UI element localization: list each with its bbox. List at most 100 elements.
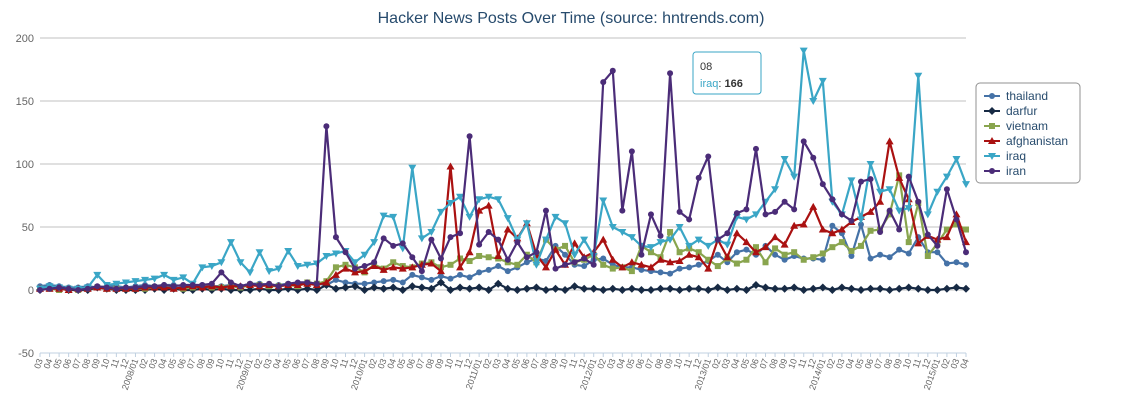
data-point-iran[interactable] [781, 198, 788, 205]
data-point-iraq[interactable] [112, 280, 121, 288]
data-point-afghanistan[interactable] [771, 233, 780, 241]
data-point-darfur[interactable] [876, 284, 885, 293]
data-point-afghanistan[interactable] [666, 258, 675, 266]
data-point-darfur[interactable] [637, 286, 646, 294]
data-point-iran[interactable] [934, 242, 941, 249]
data-point-iran[interactable] [838, 211, 845, 218]
data-point-iran[interactable] [37, 287, 43, 293]
data-point-darfur[interactable] [837, 283, 846, 292]
data-point-thailand[interactable] [457, 271, 464, 278]
data-point-afghanistan[interactable] [914, 239, 923, 247]
data-point-darfur[interactable] [646, 286, 655, 294]
data-point-iraq[interactable] [885, 186, 894, 194]
data-point-iraq[interactable] [274, 265, 283, 273]
data-point-thailand[interactable] [819, 256, 826, 263]
data-point-darfur[interactable] [331, 284, 340, 293]
data-point-iraq[interactable] [866, 161, 875, 168]
data-point-iran[interactable] [84, 285, 91, 292]
data-point-iraq[interactable] [856, 216, 865, 224]
data-point-iran[interactable] [695, 174, 702, 181]
data-point-vietnam[interactable] [514, 261, 521, 268]
data-point-afghanistan[interactable] [360, 267, 369, 275]
data-point-thailand[interactable] [466, 274, 473, 281]
data-point-darfur[interactable] [713, 283, 722, 292]
data-point-afghanistan[interactable] [379, 265, 388, 273]
data-point-darfur[interactable] [561, 286, 570, 294]
data-point-darfur[interactable] [408, 282, 417, 291]
data-point-iraq[interactable] [704, 242, 713, 250]
data-point-iran[interactable] [56, 284, 63, 291]
data-point-iran[interactable] [743, 206, 750, 213]
data-point-iran[interactable] [752, 145, 759, 152]
data-point-iraq[interactable] [408, 164, 417, 172]
data-point-iran[interactable] [180, 281, 187, 288]
data-point-iran[interactable] [638, 251, 645, 258]
data-point-thailand[interactable] [504, 268, 511, 275]
data-point-iran[interactable] [772, 208, 779, 215]
data-point-vietnam[interactable] [733, 260, 740, 267]
data-point-darfur[interactable] [923, 286, 932, 294]
data-point-iran[interactable] [151, 283, 158, 290]
data-point-darfur[interactable] [761, 283, 770, 292]
data-point-vietnam[interactable] [838, 239, 845, 246]
data-point-thailand[interactable] [743, 246, 750, 253]
legend-item-vietnam[interactable]: vietnam [984, 119, 1048, 133]
data-point-thailand[interactable] [772, 251, 779, 258]
data-point-afghanistan[interactable] [942, 233, 951, 241]
data-point-thailand[interactable] [371, 279, 378, 286]
data-point-darfur[interactable] [818, 283, 827, 292]
data-point-iran[interactable] [867, 176, 874, 183]
data-point-afghanistan[interactable] [646, 263, 655, 271]
data-point-iraq[interactable] [551, 213, 560, 221]
data-point-iraq[interactable] [561, 220, 570, 228]
data-point-iran[interactable] [819, 181, 826, 188]
data-point-darfur[interactable] [522, 284, 531, 293]
data-point-darfur[interactable] [513, 286, 522, 294]
data-point-iran[interactable] [600, 79, 607, 86]
data-point-darfur[interactable] [417, 283, 426, 292]
data-point-afghanistan[interactable] [818, 225, 827, 233]
data-point-iraq[interactable] [570, 251, 579, 259]
data-point-afghanistan[interactable] [828, 229, 837, 237]
data-point-thailand[interactable] [342, 279, 349, 286]
data-point-iran[interactable] [342, 249, 349, 256]
data-point-afghanistan[interactable] [351, 268, 360, 276]
data-point-iran[interactable] [266, 280, 273, 287]
data-point-darfur[interactable] [370, 283, 379, 292]
legend-item-iraq[interactable]: iraq [984, 149, 1026, 163]
data-point-darfur[interactable] [962, 284, 970, 293]
data-point-iran[interactable] [189, 281, 196, 288]
data-point-vietnam[interactable] [743, 256, 750, 263]
data-point-vietnam[interactable] [905, 239, 912, 246]
data-point-iraq[interactable] [484, 193, 493, 201]
data-point-iraq[interactable] [876, 188, 885, 196]
data-point-iraq[interactable] [723, 241, 732, 249]
data-point-iran[interactable] [619, 207, 626, 214]
data-point-darfur[interactable] [780, 284, 789, 293]
data-point-thailand[interactable] [848, 252, 855, 259]
data-point-iraq[interactable] [780, 155, 789, 163]
data-point-darfur[interactable] [475, 283, 484, 292]
data-point-darfur[interactable] [532, 283, 541, 292]
data-point-thailand[interactable] [857, 221, 864, 228]
data-point-darfur[interactable] [732, 284, 741, 293]
data-point-iraq[interactable] [541, 236, 550, 244]
data-point-iran[interactable] [94, 283, 101, 290]
data-point-thailand[interactable] [963, 261, 969, 268]
data-point-darfur[interactable] [723, 286, 732, 294]
data-point-iran[interactable] [75, 287, 82, 293]
data-point-darfur[interactable] [484, 286, 493, 294]
data-point-darfur[interactable] [790, 283, 799, 292]
data-point-darfur[interactable] [494, 279, 503, 288]
data-point-afghanistan[interactable] [809, 202, 818, 210]
data-point-iran[interactable] [562, 261, 569, 268]
data-point-iran[interactable] [571, 259, 578, 266]
data-point-iran[interactable] [829, 196, 836, 203]
legend-item-thailand[interactable]: thailand [984, 89, 1048, 103]
data-point-iraq[interactable] [933, 188, 942, 196]
data-point-iran[interactable] [657, 232, 664, 239]
data-point-thailand[interactable] [905, 250, 912, 257]
data-point-iran[interactable] [705, 153, 712, 160]
data-point-iran[interactable] [647, 211, 654, 218]
data-point-iraq[interactable] [923, 211, 932, 219]
